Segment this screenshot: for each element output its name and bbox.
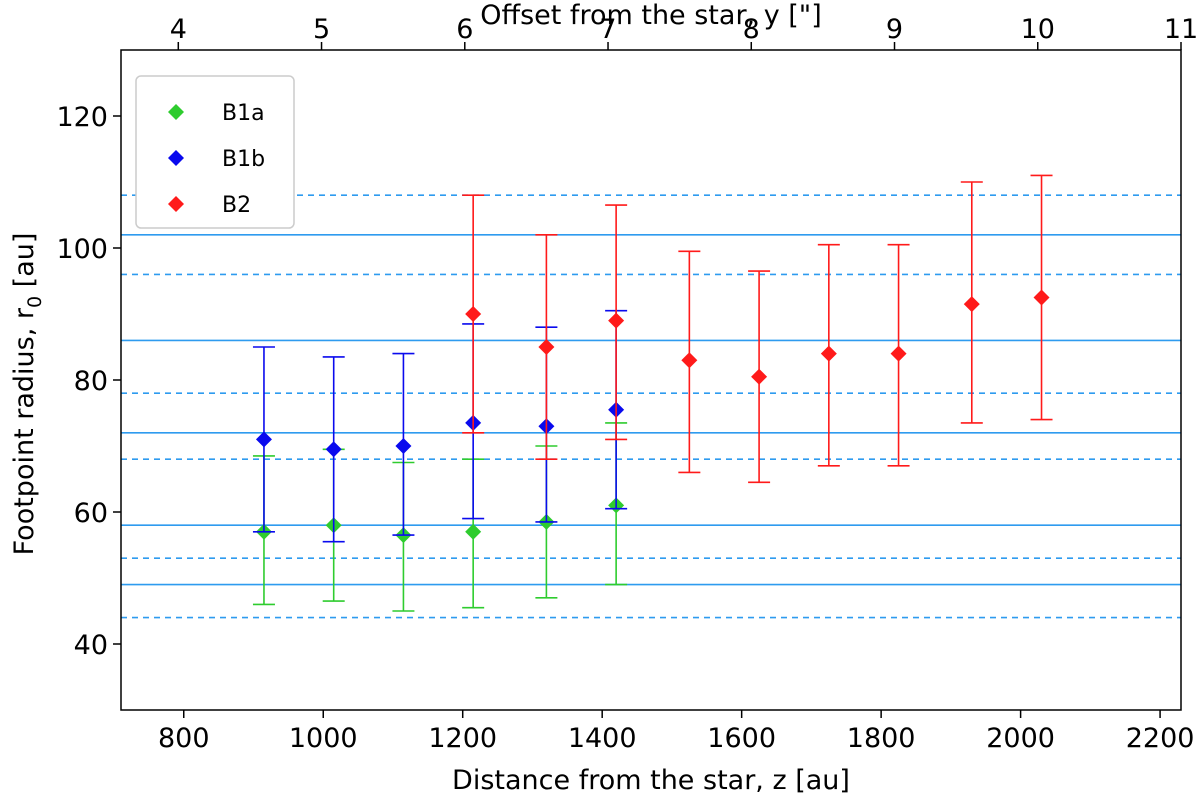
top-x-tick-label: 5 [313,14,330,45]
legend-item-b2: B2 [168,193,251,218]
data-point [325,441,342,458]
y-tick-label: 80 [74,366,108,397]
data-point [538,339,555,355]
x-tick-label: 1200 [428,723,497,754]
top-x-axis-title: Offset from the star, y ["] [480,0,822,31]
series-b2 [462,174,1053,484]
x-tick-label: 1000 [289,723,358,754]
legend-label: B2 [222,193,251,218]
legend-box [135,75,295,229]
legend-marker [168,104,184,120]
top-x-tick-label: 7 [599,14,616,45]
x-tick-label: 2200 [1126,723,1195,754]
y-axis-title-main: Footpoint radius, r [9,307,40,555]
y-axis-title-unit: [au] [9,233,40,296]
data-point [608,312,625,329]
data-point [820,345,837,362]
top-x-tick-label: 11 [1164,14,1198,45]
data-point [963,296,980,313]
left-axis-ticks: 40 60 80 100 120 [56,102,121,661]
data-point [465,523,482,540]
y-tick-label: 120 [56,102,108,133]
data-point [255,431,272,448]
legend-item-b1a: B1a [168,101,265,126]
top-axis-ticks: 4 5 6 7 8 9 10 11 [170,14,1198,50]
series-b1b [252,309,628,543]
y-axis-title: Footpoint radius, r0 [au] [9,233,46,556]
reference-lines [121,194,1181,619]
y-tick-label: 60 [74,498,108,529]
series-b1a [252,422,628,612]
legend-marker [168,150,184,166]
legend-label: B1b [222,147,265,172]
x-tick-label: 1800 [847,723,916,754]
x-tick-label: 800 [158,723,210,754]
data-point [681,352,698,369]
top-x-tick-label: 9 [886,14,903,45]
legend-marker [168,196,184,212]
top-x-tick-label: 4 [170,14,187,45]
top-x-tick-label: 8 [743,14,760,45]
y-axis-title-subscript: 0 [24,296,46,308]
top-x-tick-label: 6 [456,14,473,45]
data-point [890,345,907,362]
bottom-axis-ticks: 800 1000 1200 1400 1600 1800 2000 2200 [158,710,1194,754]
legend-item-b1b: B1b [168,147,265,172]
data-point [465,306,482,322]
series-layer [252,174,1053,612]
y-tick-label: 40 [74,630,108,661]
data-point [751,368,768,385]
x-tick-label: 1600 [707,723,776,754]
x-tick-label: 2000 [986,723,1055,754]
legend-label: B1a [222,101,265,126]
data-point [395,438,412,454]
data-point [1033,289,1050,306]
x-axis-title: Distance from the star, z [au] [452,765,850,796]
top-x-tick-label: 10 [1021,14,1055,45]
y-tick-label: 100 [56,234,108,265]
legend: B1a B1b B2 [135,75,295,229]
x-tick-label: 1400 [568,723,637,754]
